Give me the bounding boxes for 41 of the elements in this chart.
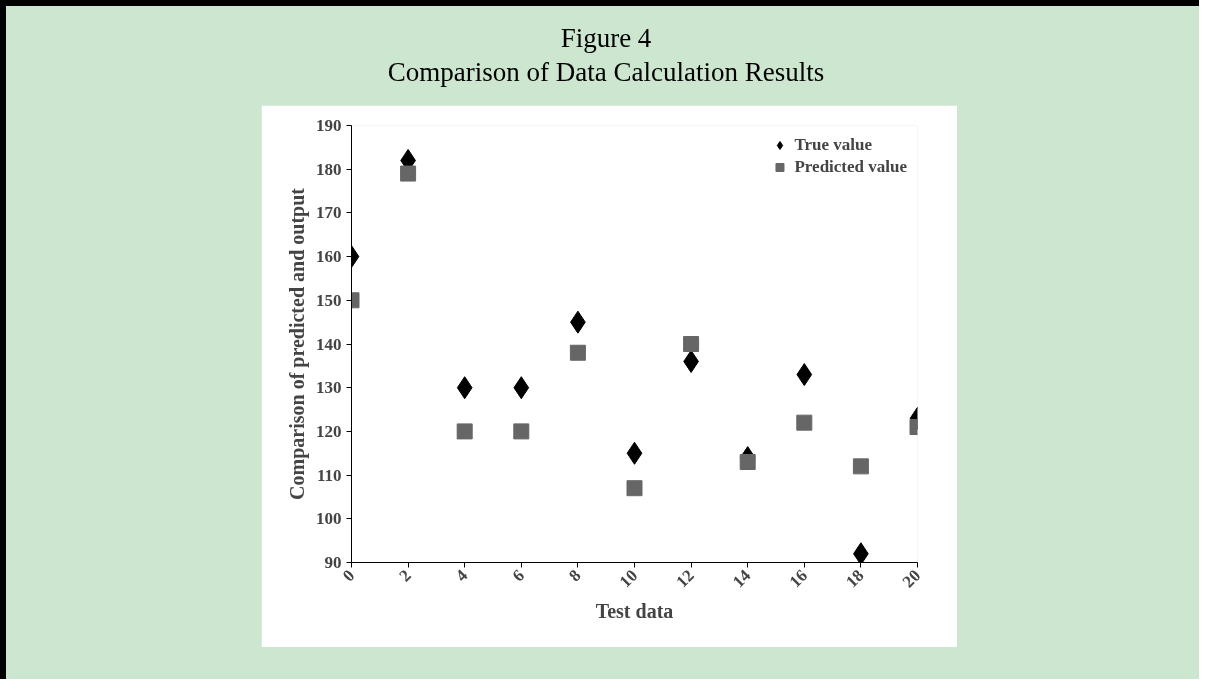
point (626, 441, 643, 465)
point (796, 414, 813, 431)
y-tick-label: 110 (316, 465, 342, 485)
x-tick-label: 20 (898, 565, 925, 592)
legend-label: Predicted value (794, 157, 907, 177)
y-tick-label: 130 (316, 378, 342, 398)
point (513, 376, 530, 400)
point (853, 542, 869, 563)
x-tick-label: 18 (842, 565, 868, 592)
point (683, 336, 700, 352)
x-tick-label: 2 (395, 565, 415, 586)
y-tick-label: 90 (324, 553, 342, 572)
x-tick-label: 6 (508, 565, 529, 586)
y-tick-label: 150 (316, 290, 342, 310)
x-tick-label: 8 (565, 565, 585, 586)
chart-subtitle: Comparison of Data Calculation Results (387, 57, 825, 87)
y-tick-label: 170 (316, 203, 342, 223)
point (456, 376, 473, 400)
y-tick-label: 160 (316, 247, 342, 267)
x-tick-label: 10 (615, 565, 642, 592)
point (456, 423, 473, 440)
y-tick-label: 140 (316, 334, 342, 354)
y-tick-label: 190 (316, 116, 342, 135)
point (400, 165, 417, 182)
x-tick-label: 12 (672, 565, 698, 592)
point (626, 480, 643, 497)
y-axis-title: Comparison of predicted and output (286, 187, 309, 500)
point (796, 363, 813, 387)
x-axis-title: Test data (595, 600, 674, 623)
point (513, 423, 530, 440)
y-tick-label: 180 (316, 159, 342, 179)
point (569, 344, 586, 361)
chart-title: Figure 4 (560, 23, 652, 53)
y-tick-label: 120 (316, 421, 342, 441)
x-tick-label: 4 (451, 565, 472, 586)
legend-label: True value (794, 135, 873, 155)
x-tick-label: 14 (728, 565, 755, 592)
point (852, 458, 869, 475)
x-tick-label: 16 (785, 565, 812, 592)
y-tick-label: 100 (316, 509, 342, 529)
point (739, 453, 756, 470)
